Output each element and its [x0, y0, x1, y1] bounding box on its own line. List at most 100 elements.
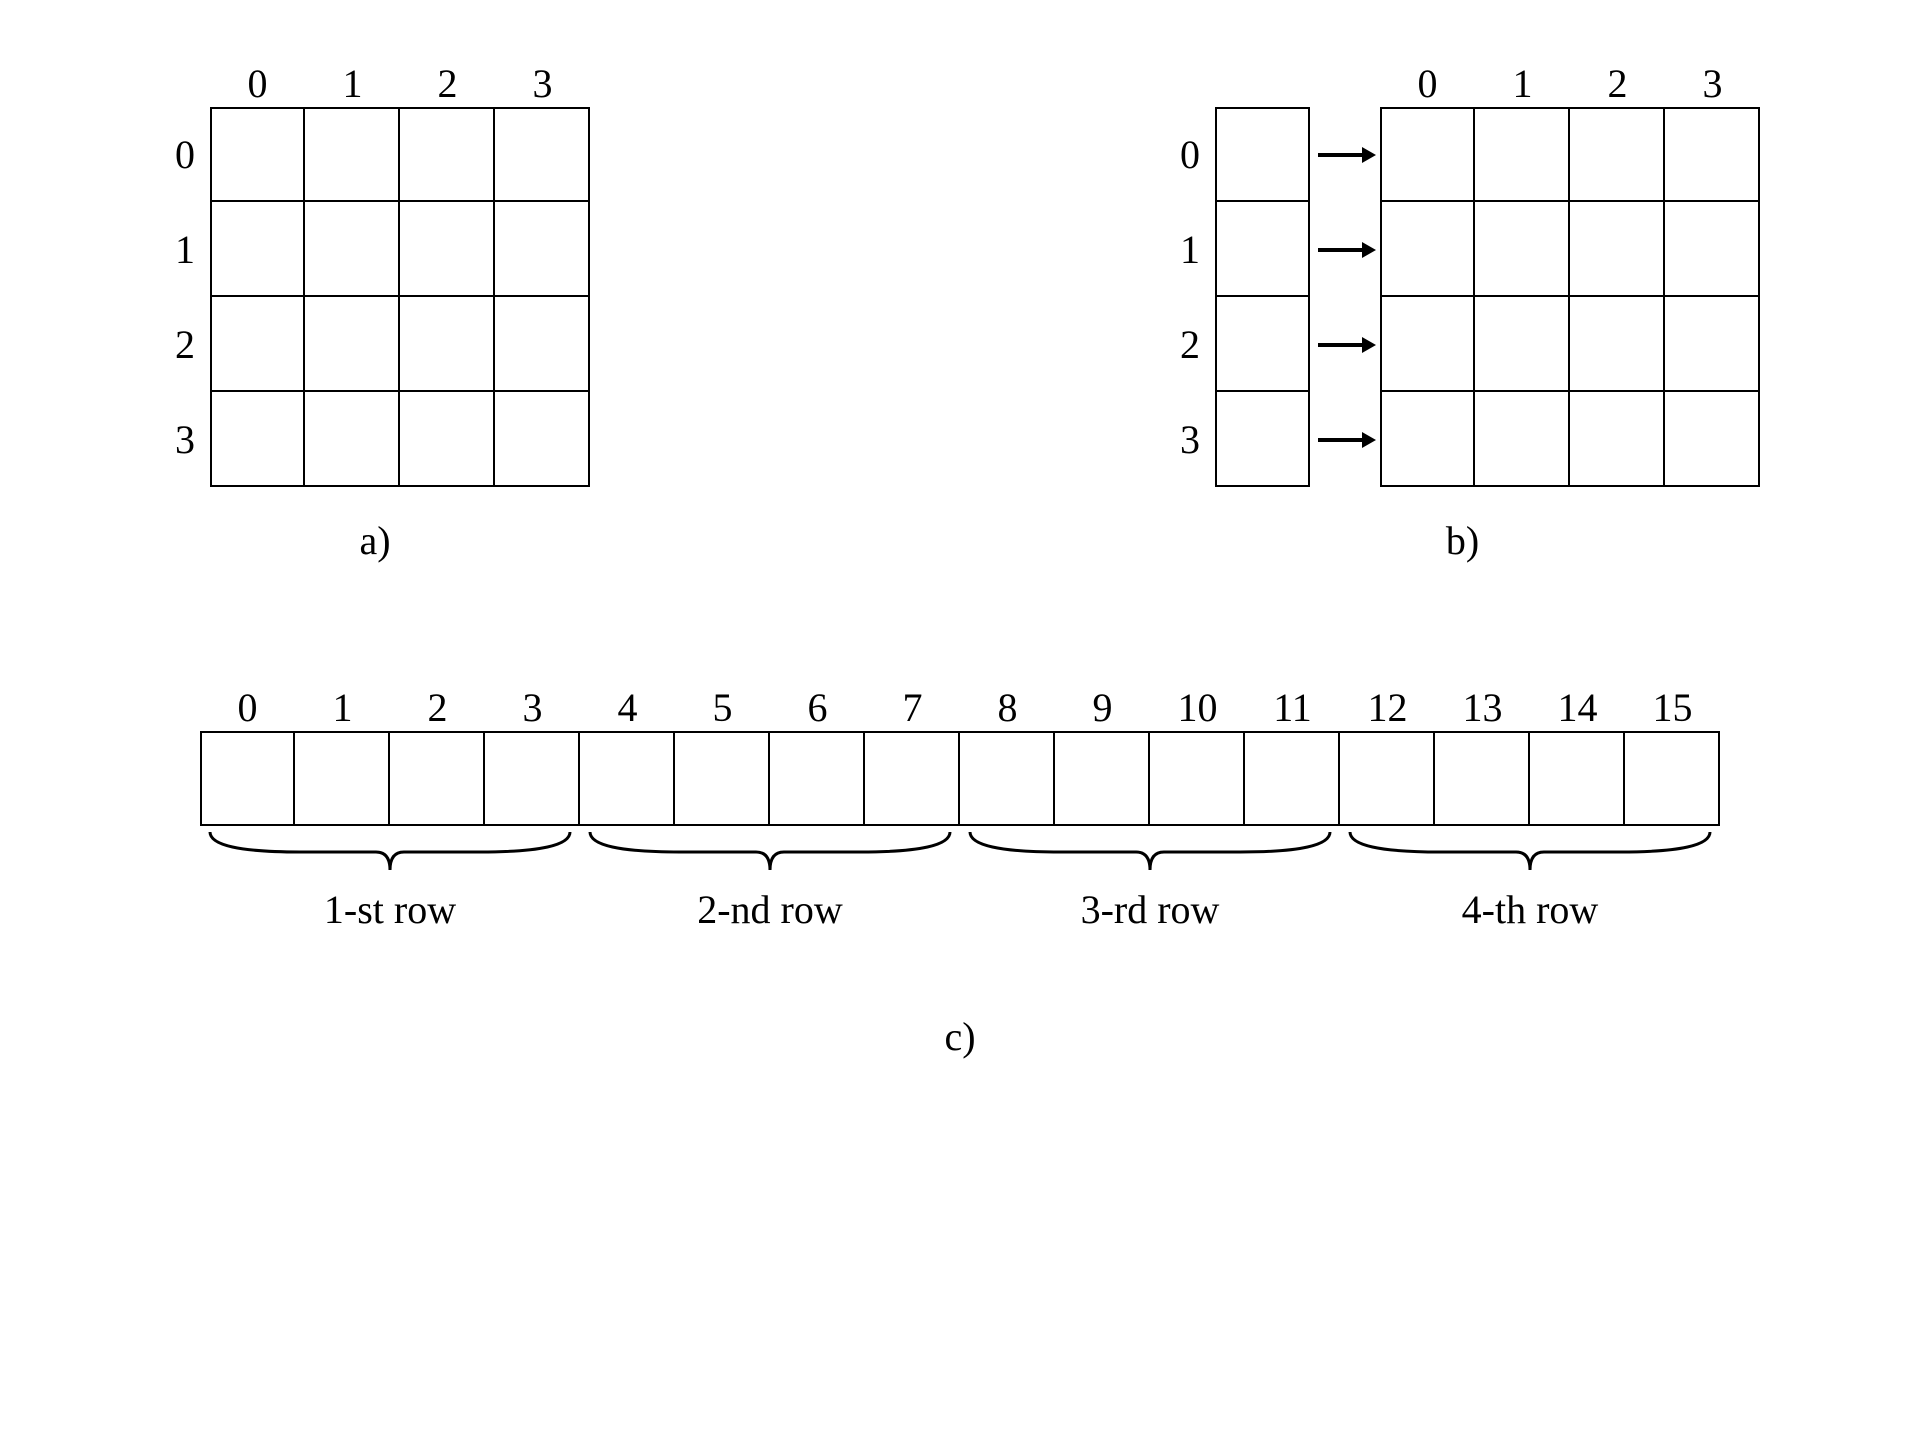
grid-cell: [1380, 202, 1475, 297]
linear-cell: [960, 731, 1055, 826]
col-label: 2: [1570, 60, 1665, 107]
panel-c-grid: [200, 731, 1720, 826]
index-label: 12: [1340, 684, 1435, 731]
panel-b-grid: [1380, 107, 1760, 487]
arrow-right-icon: [1310, 425, 1380, 455]
index-label: 8: [960, 684, 1055, 731]
brace-group: 4-th row: [1340, 826, 1720, 933]
diagram-container: 0123 0123 a) 0123 0123: [160, 60, 1760, 1060]
arrow-right-icon: [1310, 330, 1380, 360]
index-label: 4: [580, 684, 675, 731]
index-label: 0: [200, 684, 295, 731]
grid-cell: [1475, 107, 1570, 202]
grid-cell: [1380, 107, 1475, 202]
panel-a-col-labels: 0123: [210, 60, 590, 107]
grid-cell: [1215, 107, 1310, 202]
grid-cell: [305, 392, 400, 487]
index-label: 2: [390, 684, 485, 731]
brace-group: 1-st row: [200, 826, 580, 933]
row-label: 3: [160, 416, 210, 463]
curly-brace-icon: [580, 826, 960, 876]
panel-c-caption: c): [944, 1013, 975, 1060]
linear-cell: [1340, 731, 1435, 826]
panel-b-caption: b): [1446, 517, 1479, 564]
index-label: 3: [485, 684, 580, 731]
index-label: 6: [770, 684, 865, 731]
panel-c-index-labels: 0123456789101112131415: [200, 684, 1720, 731]
linear-cell: [1245, 731, 1340, 826]
index-label: 11: [1245, 684, 1340, 731]
grid-cell: [400, 202, 495, 297]
linear-cell: [1435, 731, 1530, 826]
index-label: 1: [295, 684, 390, 731]
col-label: 3: [1665, 60, 1760, 107]
grid-cell: [400, 392, 495, 487]
col-label: 0: [1380, 60, 1475, 107]
linear-cell: [675, 731, 770, 826]
grid-cell: [1665, 107, 1760, 202]
col-label: 1: [1475, 60, 1570, 107]
linear-cell: [200, 731, 295, 826]
grid-cell: [400, 107, 495, 202]
panel-b-row-labels: 0123: [1165, 107, 1215, 487]
panel-a: 0123 0123 a): [160, 60, 590, 564]
row-label: 3: [1165, 416, 1215, 463]
panel-c: 0123456789101112131415 1-st row2-nd row3…: [160, 684, 1760, 1060]
index-label: 14: [1530, 684, 1625, 731]
grid-cell: [1215, 297, 1310, 392]
grid-cell: [1475, 297, 1570, 392]
grid-cell: [1475, 392, 1570, 487]
linear-cell: [390, 731, 485, 826]
brace-label: 3-rd row: [1081, 886, 1220, 933]
grid-cell: [1665, 297, 1760, 392]
brace-group: 2-nd row: [580, 826, 960, 933]
curly-brace-icon: [1340, 826, 1720, 876]
grid-cell: [305, 202, 400, 297]
panel-c-braces: 1-st row 2-nd row 3-rd row 4-th row: [200, 826, 1720, 933]
grid-cell: [210, 297, 305, 392]
grid-cell: [1215, 202, 1310, 297]
grid-cell: [210, 202, 305, 297]
curly-brace-icon: [200, 826, 580, 876]
grid-cell: [400, 297, 495, 392]
row-label: 0: [160, 131, 210, 178]
index-label: 15: [1625, 684, 1720, 731]
panel-b: 0123 0123 b): [1165, 60, 1760, 564]
grid-cell: [495, 297, 590, 392]
col-label: 2: [400, 60, 495, 107]
grid-cell: [495, 202, 590, 297]
arrow-right-icon: [1310, 140, 1380, 170]
linear-cell: [580, 731, 675, 826]
row-label: 1: [160, 226, 210, 273]
col-label: 1: [305, 60, 400, 107]
grid-cell: [1475, 202, 1570, 297]
brace-label: 4-th row: [1462, 886, 1599, 933]
panel-b-arrows: [1310, 107, 1380, 487]
brace-label: 1-st row: [324, 886, 456, 933]
linear-cell: [865, 731, 960, 826]
linear-cell: [485, 731, 580, 826]
arrow-right-icon: [1310, 235, 1380, 265]
grid-cell: [495, 107, 590, 202]
grid-cell: [1570, 392, 1665, 487]
grid-cell: [210, 107, 305, 202]
top-row: 0123 0123 a) 0123 0123: [160, 60, 1760, 564]
index-label: 7: [865, 684, 960, 731]
brace-group: 3-rd row: [960, 826, 1340, 933]
linear-cell: [1530, 731, 1625, 826]
index-label: 10: [1150, 684, 1245, 731]
grid-cell: [1215, 392, 1310, 487]
panel-b-col-spacer: [1165, 60, 1380, 107]
grid-cell: [305, 107, 400, 202]
grid-cell: [1380, 297, 1475, 392]
index-label: 5: [675, 684, 770, 731]
grid-cell: [1570, 107, 1665, 202]
panel-a-row-labels: 0123: [160, 107, 210, 487]
curly-brace-icon: [960, 826, 1340, 876]
linear-cell: [770, 731, 865, 826]
grid-cell: [1665, 202, 1760, 297]
row-label: 0: [1165, 131, 1215, 178]
linear-cell: [1150, 731, 1245, 826]
grid-cell: [1570, 297, 1665, 392]
col-label: 0: [210, 60, 305, 107]
